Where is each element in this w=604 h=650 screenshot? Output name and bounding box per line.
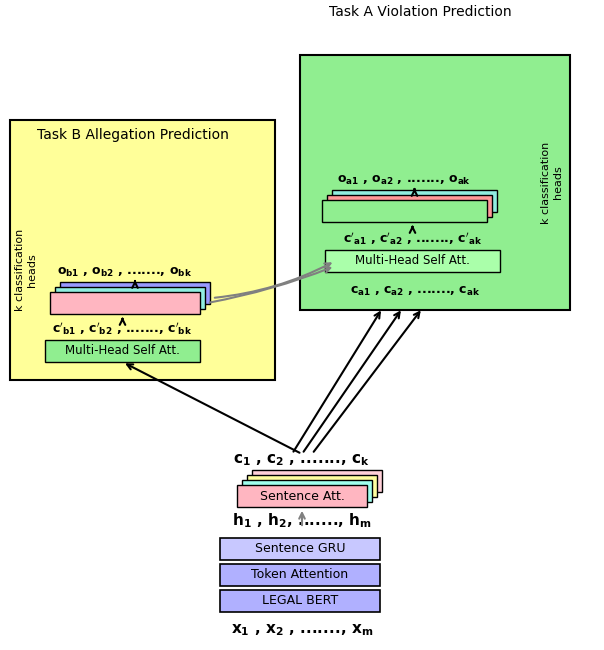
Bar (220, 538, 380, 560)
Text: Sentence Att.: Sentence Att. (260, 489, 344, 502)
Bar (300, 55, 570, 310)
Text: Token Attention: Token Attention (251, 569, 349, 582)
Text: Sentence GRU: Sentence GRU (255, 543, 345, 556)
Text: $\mathbf{c_1}$ , $\mathbf{c_2}$ , ......., $\mathbf{c_k}$: $\mathbf{c_1}$ , $\mathbf{c_2}$ , ......… (234, 452, 370, 468)
Text: $\mathbf{c'_{a1}}$ , $\mathbf{c'_{a2}}$ , ......., $\mathbf{c'_{ak}}$: $\mathbf{c'_{a1}}$ , $\mathbf{c'_{a2}}$ … (343, 230, 482, 247)
Bar (10, 120, 275, 380)
Bar (220, 564, 380, 586)
Bar (247, 475, 377, 497)
Text: $\mathbf{h_1}$ , $\mathbf{h_2}$, ......., $\mathbf{h_m}$: $\mathbf{h_1}$ , $\mathbf{h_2}$, .......… (232, 512, 372, 530)
Text: Task A Violation Prediction: Task A Violation Prediction (329, 5, 512, 19)
Text: $\mathbf{c'_{b1}}$ , $\mathbf{c'_{b2}}$ , ......., $\mathbf{c'_{bk}}$: $\mathbf{c'_{b1}}$ , $\mathbf{c'_{b2}}$ … (53, 320, 193, 337)
Text: Task B Allegation Prediction: Task B Allegation Prediction (37, 128, 228, 142)
Bar (55, 287, 205, 309)
Text: $\mathbf{o_{b1}}$ , $\mathbf{o_{b2}}$ , ......., $\mathbf{o_{bk}}$: $\mathbf{o_{b1}}$ , $\mathbf{o_{b2}}$ , … (57, 266, 193, 279)
Text: $\mathbf{o_{a1}}$ , $\mathbf{o_{a2}}$ , ......., $\mathbf{o_{ak}}$: $\mathbf{o_{a1}}$ , $\mathbf{o_{a2}}$ , … (338, 174, 472, 187)
Bar (220, 590, 380, 612)
Bar (237, 485, 367, 507)
Bar (252, 470, 382, 492)
Bar (50, 292, 200, 314)
Text: k classification
heads: k classification heads (15, 229, 37, 311)
Text: $\mathbf{c_{a1}}$ , $\mathbf{c_{a2}}$ , ......., $\mathbf{c_{ak}}$: $\mathbf{c_{a1}}$ , $\mathbf{c_{a2}}$ , … (350, 285, 480, 298)
Bar (45, 340, 200, 362)
Bar (325, 250, 500, 272)
Bar (322, 200, 487, 222)
Text: Multi-Head Self Att.: Multi-Head Self Att. (355, 255, 470, 268)
Text: LEGAL BERT: LEGAL BERT (262, 595, 338, 608)
Text: Multi-Head Self Att.: Multi-Head Self Att. (65, 344, 180, 358)
Bar (332, 190, 497, 212)
Bar (60, 282, 210, 304)
Bar (242, 480, 372, 502)
Bar (327, 195, 492, 217)
Text: k classification
heads: k classification heads (541, 142, 563, 224)
Text: $\mathbf{x_1}$ , $\mathbf{x_2}$ , ......., $\mathbf{x_m}$: $\mathbf{x_1}$ , $\mathbf{x_2}$ , ......… (231, 622, 373, 638)
